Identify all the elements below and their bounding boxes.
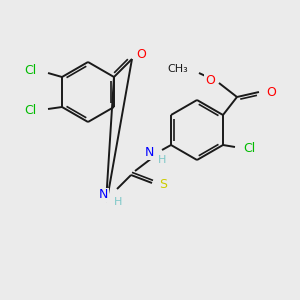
Text: N: N [145,146,154,160]
Text: Cl: Cl [24,104,36,118]
Text: S: S [159,178,167,191]
Text: O: O [205,74,215,88]
Text: Cl: Cl [24,64,36,77]
Text: CH₃: CH₃ [167,64,188,74]
Text: H: H [114,197,122,207]
Text: N: N [99,188,108,202]
Text: O: O [266,85,276,98]
Text: H: H [158,155,166,165]
Text: O: O [136,49,146,62]
Text: Cl: Cl [243,142,255,155]
